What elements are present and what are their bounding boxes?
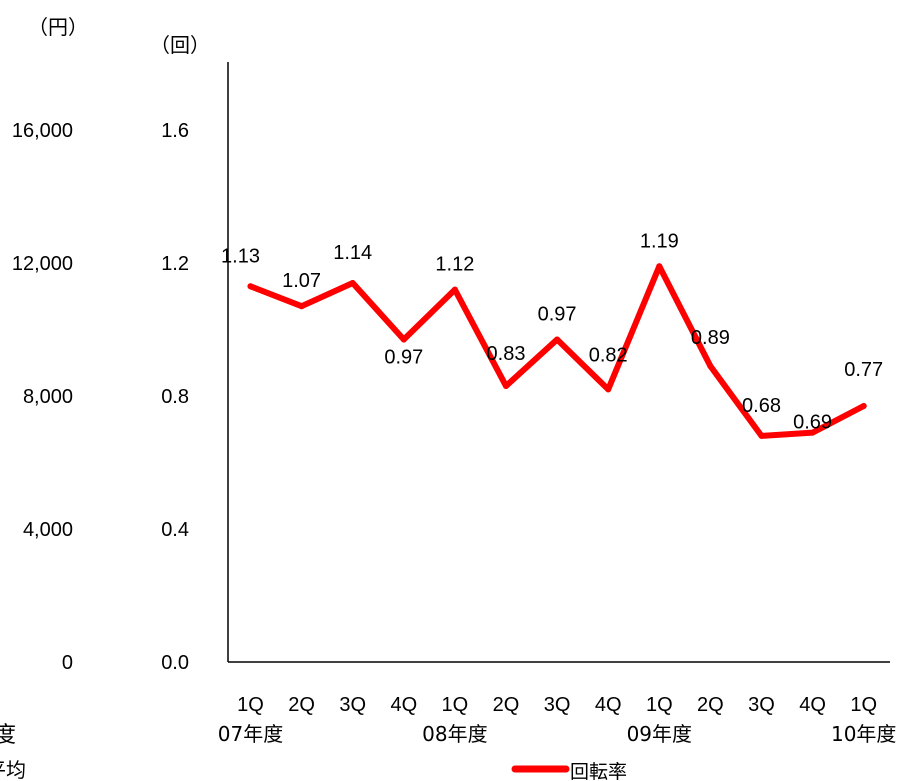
data-label: 1.07 (282, 270, 321, 292)
x-axis-category-label: 3Q (339, 694, 366, 716)
left-axis-tick-label: 12,000 (12, 253, 73, 275)
data-point (758, 432, 765, 439)
data-point (451, 286, 458, 293)
data-label: 0.83 (487, 343, 526, 365)
x-axis-category-label: 3Q (544, 694, 571, 716)
y-axis-unit: （回） (150, 33, 210, 57)
x-axis-year-labels: 07年度 08年度 09年度 10年度 (218, 722, 897, 746)
data-label: 0.69 (793, 412, 832, 434)
data-label: 1.14 (333, 242, 372, 264)
x-axis-category-label: 1Q (237, 694, 264, 716)
left-axis-tick-label: 16,000 (12, 120, 73, 142)
y-axis-tick-label: 0.0 (161, 652, 189, 674)
x-axis-year-label: 10年度 (831, 722, 896, 746)
x-axis-category-labels: 1Q 2Q 3Q 4Q 1Q 2Q 3Q 4Q 1Q 2Q 3Q 4Q 1Q (237, 694, 877, 716)
x-axis-category-label: 3Q (748, 694, 775, 716)
x-axis-category-label: 4Q (390, 694, 417, 716)
y-axis-tick-label: 0.8 (161, 386, 189, 408)
left-axis-tick-label: 4,000 (23, 519, 73, 541)
y-axis-tick-labels: 1.6 1.2 0.8 0.4 0.0 (161, 120, 189, 674)
x-axis-year-label: 09年度 (627, 722, 692, 746)
data-point (400, 336, 407, 343)
y-axis-tick-label: 1.6 (161, 120, 189, 142)
x-axis-category-label: 1Q (850, 694, 877, 716)
data-point (605, 386, 612, 393)
data-label: 0.77 (844, 359, 883, 381)
data-point (554, 336, 561, 343)
x-axis-year-label: 07年度 (218, 722, 283, 746)
x-axis-category-label: 4Q (595, 694, 622, 716)
data-label: 0.89 (691, 327, 730, 349)
left-axis-tick-label: 0 (62, 652, 73, 674)
x-axis-category-label: 2Q (493, 694, 520, 716)
data-point (656, 263, 663, 270)
x-axis-category-label: 1Q (646, 694, 673, 716)
data-point (503, 383, 509, 389)
legend-label: 回転率 (570, 761, 627, 781)
data-label: 1.19 (640, 230, 679, 252)
data-label: 0.97 (538, 304, 577, 326)
series-points (247, 263, 867, 439)
data-point (860, 403, 867, 409)
x-axis-category-label: 4Q (799, 694, 826, 716)
data-label: 0.97 (384, 347, 423, 369)
x-axis-category-label: 2Q (697, 694, 724, 716)
data-point (298, 303, 305, 310)
data-point (247, 283, 254, 290)
left-edge-label-heikin: 平均 (0, 758, 26, 781)
data-point (809, 429, 816, 436)
left-axis-unit: （円） (28, 15, 88, 39)
left-edge-label-nendo: 度 (0, 723, 16, 748)
data-labels: 1.13 1.07 1.14 0.97 1.12 0.83 0.97 0.82 1.19 0.89… (221, 230, 883, 433)
data-point (349, 280, 356, 286)
data-label: 0.82 (589, 344, 628, 366)
data-label: 0.68 (742, 395, 781, 417)
y-axis-tick-label: 1.2 (161, 253, 189, 275)
left-axis-tick-labels: 16,000 12,000 8,000 4,000 0 (12, 120, 73, 674)
x-axis-year-label: 08年度 (422, 722, 487, 746)
data-label: 1.13 (221, 245, 260, 267)
data-point (707, 363, 714, 370)
left-axis-tick-label: 8,000 (23, 386, 73, 408)
x-axis-category-label: 2Q (288, 694, 315, 716)
y-axis-tick-label: 0.4 (161, 519, 189, 541)
x-axis-category-label: 1Q (442, 694, 469, 716)
data-label: 1.12 (435, 254, 474, 276)
